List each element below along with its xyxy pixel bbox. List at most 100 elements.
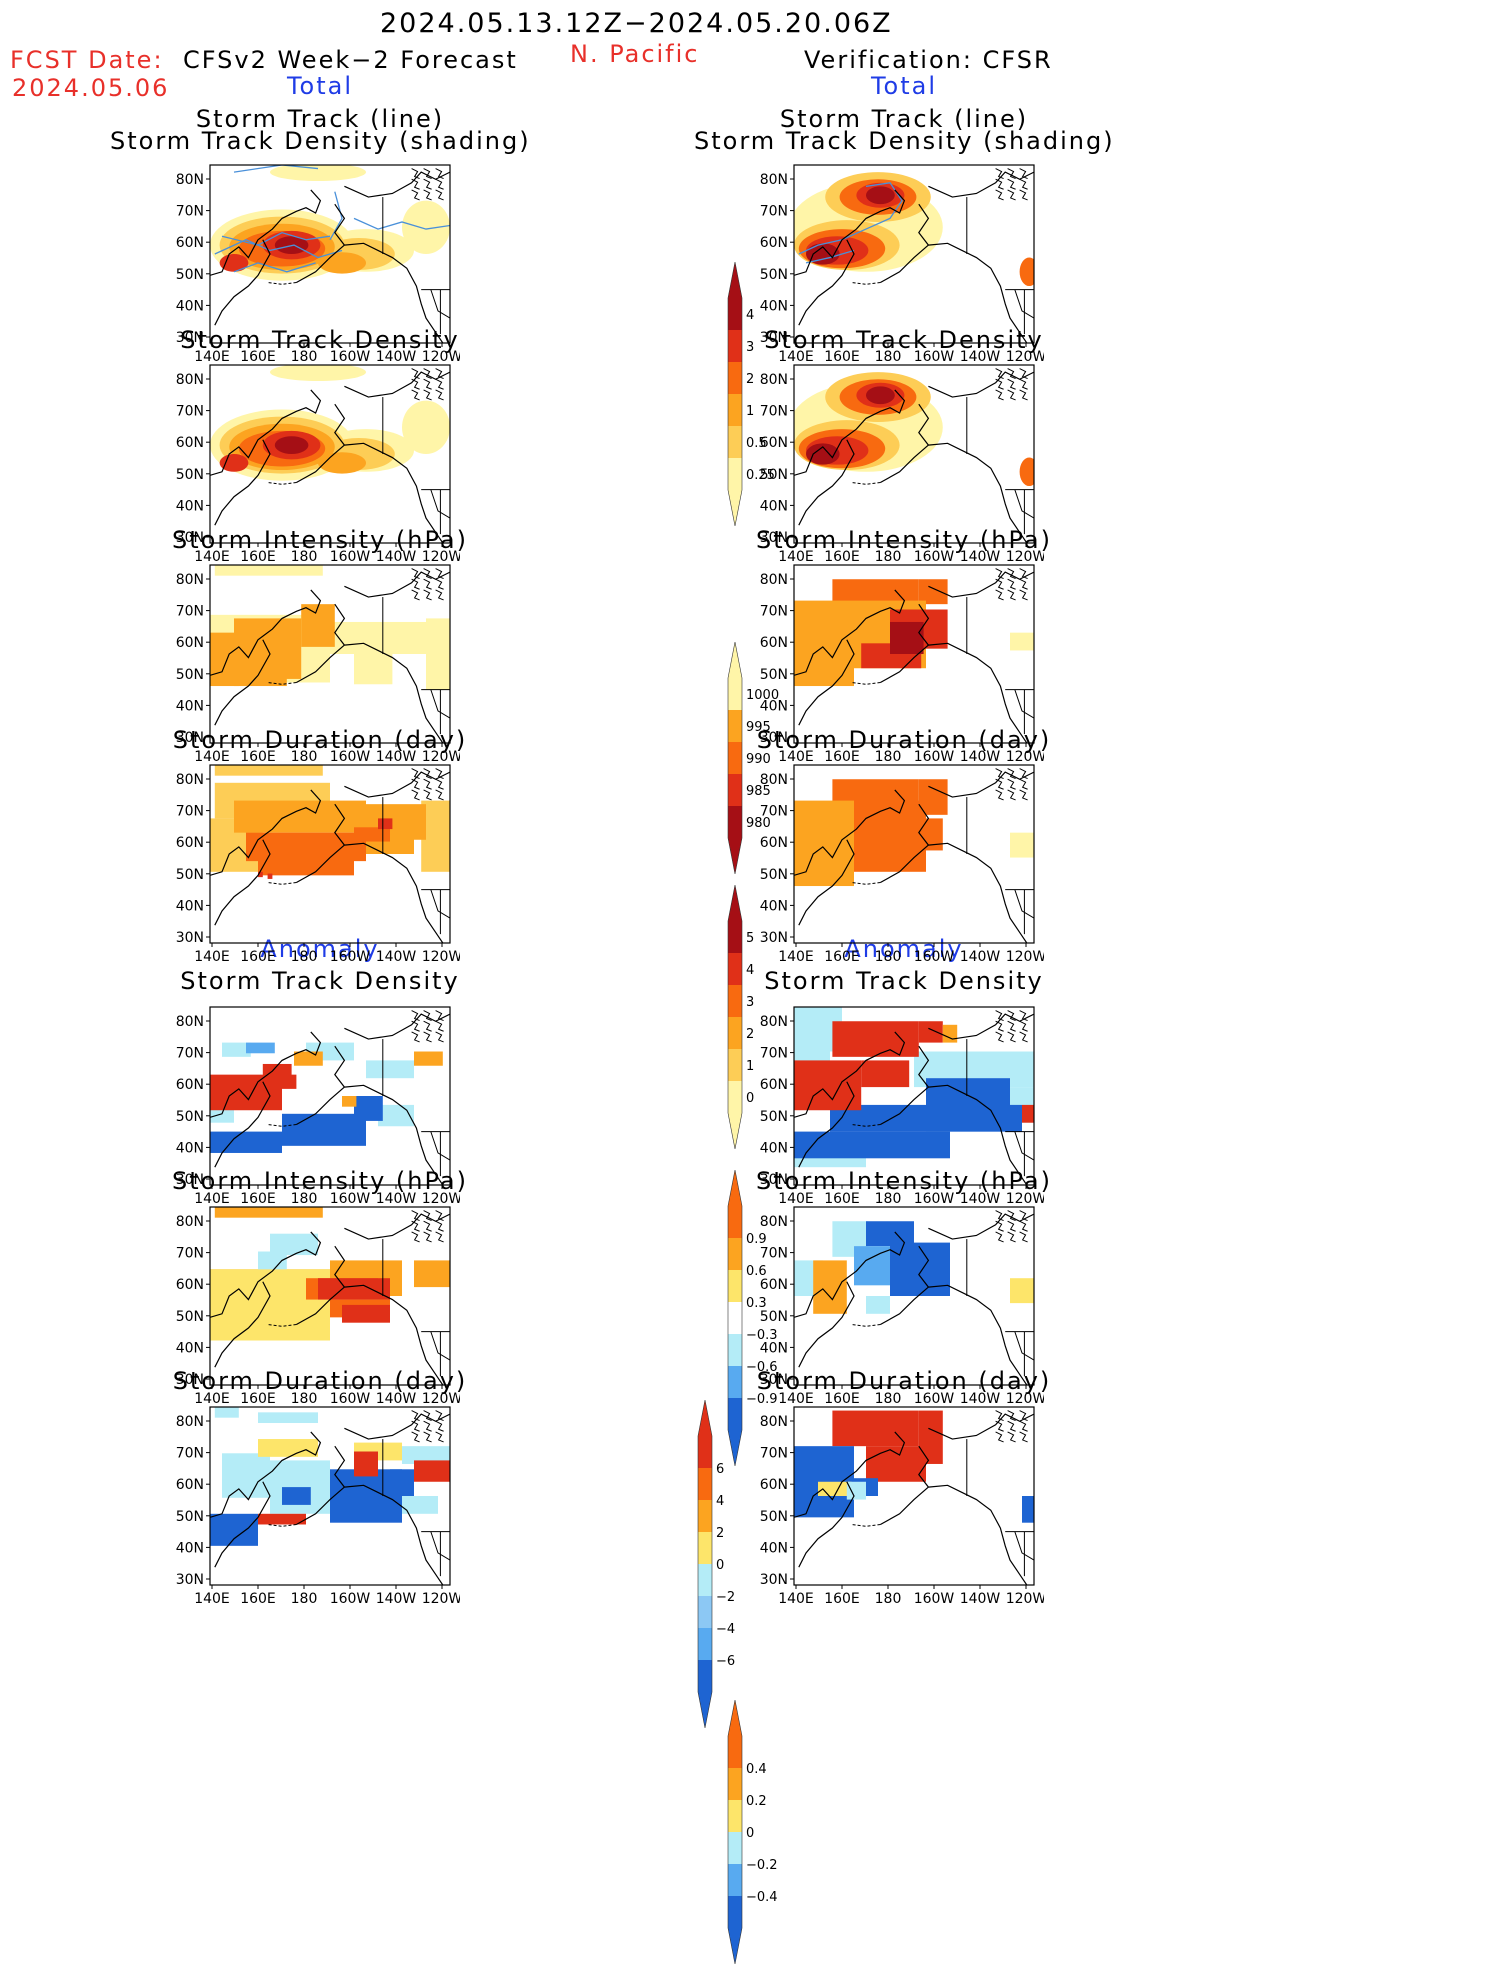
lat-tick-label: 70N <box>760 804 788 820</box>
map-panel-ver-anom-duration: 80N 70N 60N 50N 40N 30N 140E 160E 180 160W 140W 120… <box>744 1397 1046 1621</box>
lat-tick-label: 50N <box>176 1309 204 1325</box>
lon-tick-label: 140E <box>194 549 230 565</box>
lon-tick-label: 160E <box>240 949 276 965</box>
colorbar-anom-duration: 0.4 0.2 0 −0.2 −0.4 <box>720 1699 800 1978</box>
colorbar-tick-label: 0 <box>746 1826 754 1841</box>
title-duration-left: Storm Duration (day) <box>172 726 468 754</box>
lat-tick-label: 80N <box>760 572 788 588</box>
lon-tick-label: 140E <box>194 1391 230 1407</box>
lat-tick-label: 70N <box>760 1246 788 1262</box>
lat-tick-label: 30N <box>176 1172 204 1188</box>
lat-tick-label: 70N <box>176 1446 204 1462</box>
map-panel-fcst-duration: 80N 70N 60N 50N 40N 30N 140E 160E 180 160W 140W 120… <box>160 755 462 979</box>
colorbar-tick-label: 1 <box>746 1059 754 1074</box>
lat-tick-label: 30N <box>176 330 204 346</box>
colorbar-tick-label: 980 <box>746 816 771 831</box>
title-anom-density-left: Storm Track Density <box>180 967 460 995</box>
colorbar-tick-label: 0.2 <box>746 1794 767 1809</box>
map-panel-fcst-track: 80N 70N 60N 50N 40N 30N 140E 160E 180 160W 140W 120… <box>160 155 462 379</box>
lon-tick-label: 140W <box>376 1391 417 1407</box>
lat-tick-label: 50N <box>760 1509 788 1525</box>
lat-tick-label: 30N <box>176 530 204 546</box>
anomaly-label-left: Anomaly <box>260 935 380 963</box>
colorbar-tick-label: 0.9 <box>746 1232 767 1247</box>
lon-tick-label: 180 <box>875 549 902 565</box>
lon-tick-label: 140W <box>376 1591 417 1607</box>
colorbar-tick-label: −0.3 <box>746 1328 778 1343</box>
lon-tick-label: 120W <box>422 1591 460 1607</box>
lat-tick-label: 60N <box>176 1477 204 1493</box>
lat-tick-label: 80N <box>176 172 204 188</box>
lon-tick-label: 120W <box>1006 1591 1044 1607</box>
map-panel-ver-intensity: 80N 70N 60N 50N 40N 30N 140E 160E 180 160W 140W 120… <box>744 555 1046 779</box>
lat-tick-label: 70N <box>176 404 204 420</box>
lon-tick-label: 160W <box>330 949 371 965</box>
lat-tick-label: 30N <box>176 930 204 946</box>
lat-tick-label: 30N <box>760 530 788 546</box>
lon-tick-label: 140W <box>960 749 1001 765</box>
colorbar-tick-label: 6 <box>716 1462 724 1477</box>
colorbar-tick-label: −0.2 <box>746 1858 778 1873</box>
lat-tick-label: 70N <box>176 1246 204 1262</box>
lon-tick-label: 160W <box>330 1591 371 1607</box>
lat-tick-label: 40N <box>176 1340 204 1356</box>
forecast-title: CFSv2 Week−2 Forecast <box>183 46 518 74</box>
map-panel-ver-anom-intensity: 80N 70N 60N 50N 40N 30N 140E 160E 180 160W 140W 120… <box>744 1197 1046 1421</box>
colorbar-tick-label: 4 <box>746 963 754 978</box>
lon-tick-label: 160E <box>824 749 860 765</box>
colorbar-tick-label: 4 <box>716 1494 724 1509</box>
lat-tick-label: 80N <box>176 1214 204 1230</box>
map-panel-fcst-density: 80N 70N 60N 50N 40N 30N 140E 160E 180 160W 140W 120… <box>160 355 462 579</box>
lon-tick-label: 140E <box>778 1391 814 1407</box>
lon-tick-label: 140E <box>194 1591 230 1607</box>
lat-tick-label: 40N <box>176 1540 204 1556</box>
lon-tick-label: 120W <box>422 1191 460 1207</box>
lat-tick-label: 50N <box>176 867 204 883</box>
colorbar-tick-label: 0 <box>746 1091 754 1106</box>
lat-tick-label: 50N <box>176 1509 204 1525</box>
lon-tick-label: 160W <box>330 1391 371 1407</box>
lat-tick-label: 60N <box>760 1277 788 1293</box>
lon-tick-label: 180 <box>875 949 902 965</box>
lat-tick-label: 50N <box>176 667 204 683</box>
lat-tick-label: 30N <box>760 930 788 946</box>
lon-tick-label: 140E <box>194 949 230 965</box>
lon-tick-label: 120W <box>422 549 460 565</box>
colorbar-tick-label: 995 <box>746 720 771 735</box>
lon-tick-label: 140W <box>960 1391 1001 1407</box>
lon-tick-label: 120W <box>422 749 460 765</box>
lat-tick-label: 80N <box>760 372 788 388</box>
lon-tick-label: 140W <box>960 1191 1001 1207</box>
lat-tick-label: 30N <box>760 330 788 346</box>
lon-tick-label: 140E <box>778 749 814 765</box>
colorbar-tick-label: 0.5 <box>746 436 767 451</box>
lon-tick-label: 120W <box>1006 349 1044 365</box>
lon-tick-label: 140E <box>778 1191 814 1207</box>
lat-tick-label: 40N <box>760 898 788 914</box>
colorbar-anom-density: 0.9 0.6 0.3 −0.3 −0.6 −0.9 <box>720 1169 800 1480</box>
colorbar-tick-label: 990 <box>746 752 771 767</box>
lon-tick-label: 160E <box>824 1391 860 1407</box>
lon-tick-label: 160E <box>240 1191 276 1207</box>
lon-tick-label: 140W <box>960 349 1001 365</box>
colorbar-tick-label: −0.6 <box>746 1360 778 1375</box>
lon-tick-label: 160W <box>914 1591 955 1607</box>
lat-tick-label: 80N <box>176 1414 204 1430</box>
lat-tick-label: 60N <box>760 635 788 651</box>
lat-tick-label: 70N <box>760 404 788 420</box>
verification-title: Verification: CFSR <box>804 46 1053 74</box>
colorbar-tick-label: 0 <box>716 1558 724 1573</box>
colorbar-tick-label: −0.9 <box>746 1392 778 1407</box>
lat-tick-label: 60N <box>176 435 204 451</box>
lat-tick-label: 70N <box>176 1046 204 1062</box>
lon-tick-label: 140E <box>194 349 230 365</box>
lon-tick-label: 140W <box>960 1591 1001 1607</box>
lat-tick-label: 70N <box>176 804 204 820</box>
lon-tick-label: 160E <box>240 1591 276 1607</box>
map-panel-fcst-anom-intensity: 80N 70N 60N 50N 40N 30N 140E 160E 180 160W 140W 120… <box>160 1197 462 1421</box>
lon-tick-label: 180 <box>875 1591 902 1607</box>
lon-tick-label: 180 <box>291 749 318 765</box>
lat-tick-label: 80N <box>176 572 204 588</box>
title-duration-right: Storm Duration (day) <box>756 726 1052 754</box>
total-label-left: Total <box>286 72 354 100</box>
